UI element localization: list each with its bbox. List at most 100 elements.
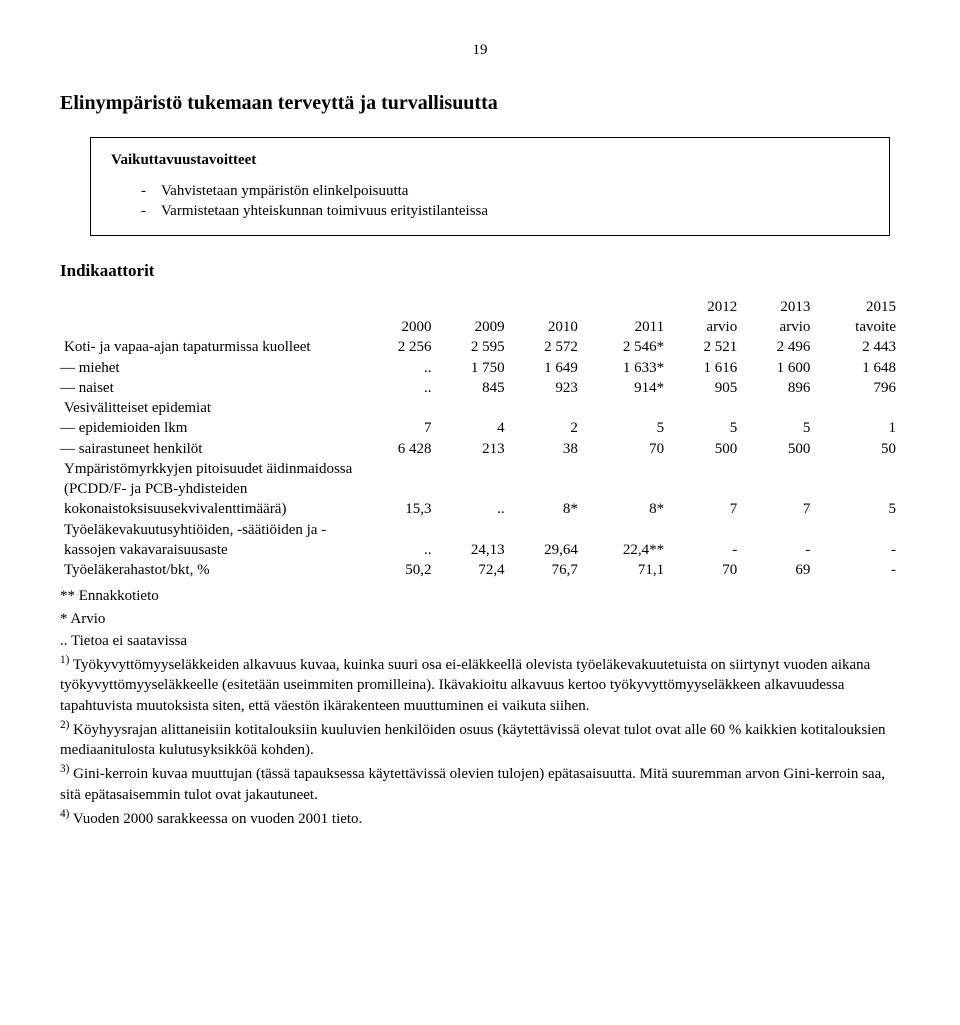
goals-box-item: - Vahvistetaan ympäristön elinkelpoisuut… <box>141 181 869 201</box>
th: 2000 <box>362 297 435 338</box>
cell: 72,4 <box>436 560 509 580</box>
cell: 7 <box>668 459 741 520</box>
cell: 500 <box>668 439 741 459</box>
cell: 2 <box>509 418 582 438</box>
footnotes: ** Ennakkotieto * Arvio .. Tietoa ei saa… <box>60 586 900 829</box>
table-row: Työeläkerahastot/bkt, %50,272,476,771,17… <box>60 560 900 580</box>
cell: .. <box>362 378 435 398</box>
cell <box>814 398 900 418</box>
cell <box>668 398 741 418</box>
cell: 896 <box>741 378 814 398</box>
row-label: Vesivälitteiset epidemiat <box>60 398 362 418</box>
cell: 50 <box>814 439 900 459</box>
cell: 213 <box>436 439 509 459</box>
row-label: Työeläkerahastot/bkt, % <box>60 560 362 580</box>
cell: 29,64 <box>509 520 582 561</box>
th: 2010 <box>509 297 582 338</box>
row-label: Työeläkevakuutusyhtiöiden, -säätiöiden j… <box>60 520 362 561</box>
goals-box-item: - Varmistetaan yhteiskunnan toimivuus er… <box>141 201 869 221</box>
cell: 50,2 <box>362 560 435 580</box>
cell: 500 <box>741 439 814 459</box>
cell: 1 633* <box>582 358 668 378</box>
row-label: Ympäristömyrkkyjen pitoisuudet äidinmaid… <box>60 459 362 520</box>
th: 2012arvio <box>668 297 741 338</box>
cell: 2 521 <box>668 337 741 357</box>
footnote-3: 3) Gini-kerroin kuvaa muuttujan (tässä t… <box>60 762 900 805</box>
cell: 38 <box>509 439 582 459</box>
cell: 5 <box>741 418 814 438</box>
table-row: — naiset..845923914*905896796 <box>60 378 900 398</box>
th: 2011 <box>582 297 668 338</box>
cell: 24,13 <box>436 520 509 561</box>
cell: 22,4** <box>582 520 668 561</box>
cell: 796 <box>814 378 900 398</box>
th: 2009 <box>436 297 509 338</box>
cell: 8* <box>582 459 668 520</box>
cell <box>582 398 668 418</box>
cell: 76,7 <box>509 560 582 580</box>
cell: 1 648 <box>814 358 900 378</box>
footnote-2: 2) Köyhyysrajan alittaneisiin kotitalouk… <box>60 718 900 761</box>
cell: 2 595 <box>436 337 509 357</box>
cell: 71,1 <box>582 560 668 580</box>
cell: - <box>814 560 900 580</box>
th-blank <box>60 297 362 338</box>
cell: - <box>814 520 900 561</box>
cell: .. <box>436 459 509 520</box>
goals-box-item-text: Vahvistetaan ympäristön elinkelpoisuutta <box>161 181 408 201</box>
cell: 5 <box>582 418 668 438</box>
goals-box: Vaikuttavuustavoitteet - Vahvistetaan ym… <box>90 137 890 236</box>
cell: 2 256 <box>362 337 435 357</box>
table-row: — miehet..1 7501 6491 633*1 6161 6001 64… <box>60 358 900 378</box>
footnote-star1: * Arvio <box>60 609 900 629</box>
cell: 69 <box>741 560 814 580</box>
cell: 70 <box>668 560 741 580</box>
page-title: Elinympäristö tukemaan terveyttä ja turv… <box>60 90 900 117</box>
cell: 845 <box>436 378 509 398</box>
table-row: — sairastuneet henkilöt6 428213387050050… <box>60 439 900 459</box>
cell <box>509 398 582 418</box>
dash-icon: - <box>141 181 161 201</box>
row-label: — naiset <box>60 378 362 398</box>
dash-icon: - <box>141 201 161 221</box>
indicators-table: 2000 2009 2010 2011 2012arvio 2013arvio … <box>60 297 900 581</box>
table-row: Vesivälitteiset epidemiat <box>60 398 900 418</box>
cell: 15,3 <box>362 459 435 520</box>
cell: 2 443 <box>814 337 900 357</box>
indicators-heading: Indikaattorit <box>60 260 900 283</box>
goals-box-title: Vaikuttavuustavoitteet <box>111 150 869 170</box>
table-row: Työeläkevakuutusyhtiöiden, -säätiöiden j… <box>60 520 900 561</box>
cell: 1 <box>814 418 900 438</box>
cell: 2 572 <box>509 337 582 357</box>
table-row: Koti- ja vapaa-ajan tapaturmissa kuollee… <box>60 337 900 357</box>
cell: 7 <box>362 418 435 438</box>
cell: 2 496 <box>741 337 814 357</box>
cell: 5 <box>814 459 900 520</box>
footnote-dots: .. Tietoa ei saatavissa <box>60 631 900 651</box>
cell: .. <box>362 358 435 378</box>
cell: 923 <box>509 378 582 398</box>
cell: 2 546* <box>582 337 668 357</box>
cell <box>741 398 814 418</box>
cell: 914* <box>582 378 668 398</box>
cell: 1 649 <box>509 358 582 378</box>
cell: .. <box>362 520 435 561</box>
cell <box>436 398 509 418</box>
row-label: — sairastuneet henkilöt <box>60 439 362 459</box>
page-number: 19 <box>60 40 900 60</box>
th: 2015tavoite <box>814 297 900 338</box>
footnote-star2: ** Ennakkotieto <box>60 586 900 606</box>
cell <box>362 398 435 418</box>
cell: - <box>668 520 741 561</box>
table-row: — epidemioiden lkm7425551 <box>60 418 900 438</box>
cell: 1 616 <box>668 358 741 378</box>
table-row: Ympäristömyrkkyjen pitoisuudet äidinmaid… <box>60 459 900 520</box>
row-label: Koti- ja vapaa-ajan tapaturmissa kuollee… <box>60 337 362 357</box>
cell: 5 <box>668 418 741 438</box>
cell: 905 <box>668 378 741 398</box>
cell: - <box>741 520 814 561</box>
goals-box-item-text: Varmistetaan yhteiskunnan toimivuus erit… <box>161 201 488 221</box>
cell: 70 <box>582 439 668 459</box>
cell: 4 <box>436 418 509 438</box>
row-label: — miehet <box>60 358 362 378</box>
